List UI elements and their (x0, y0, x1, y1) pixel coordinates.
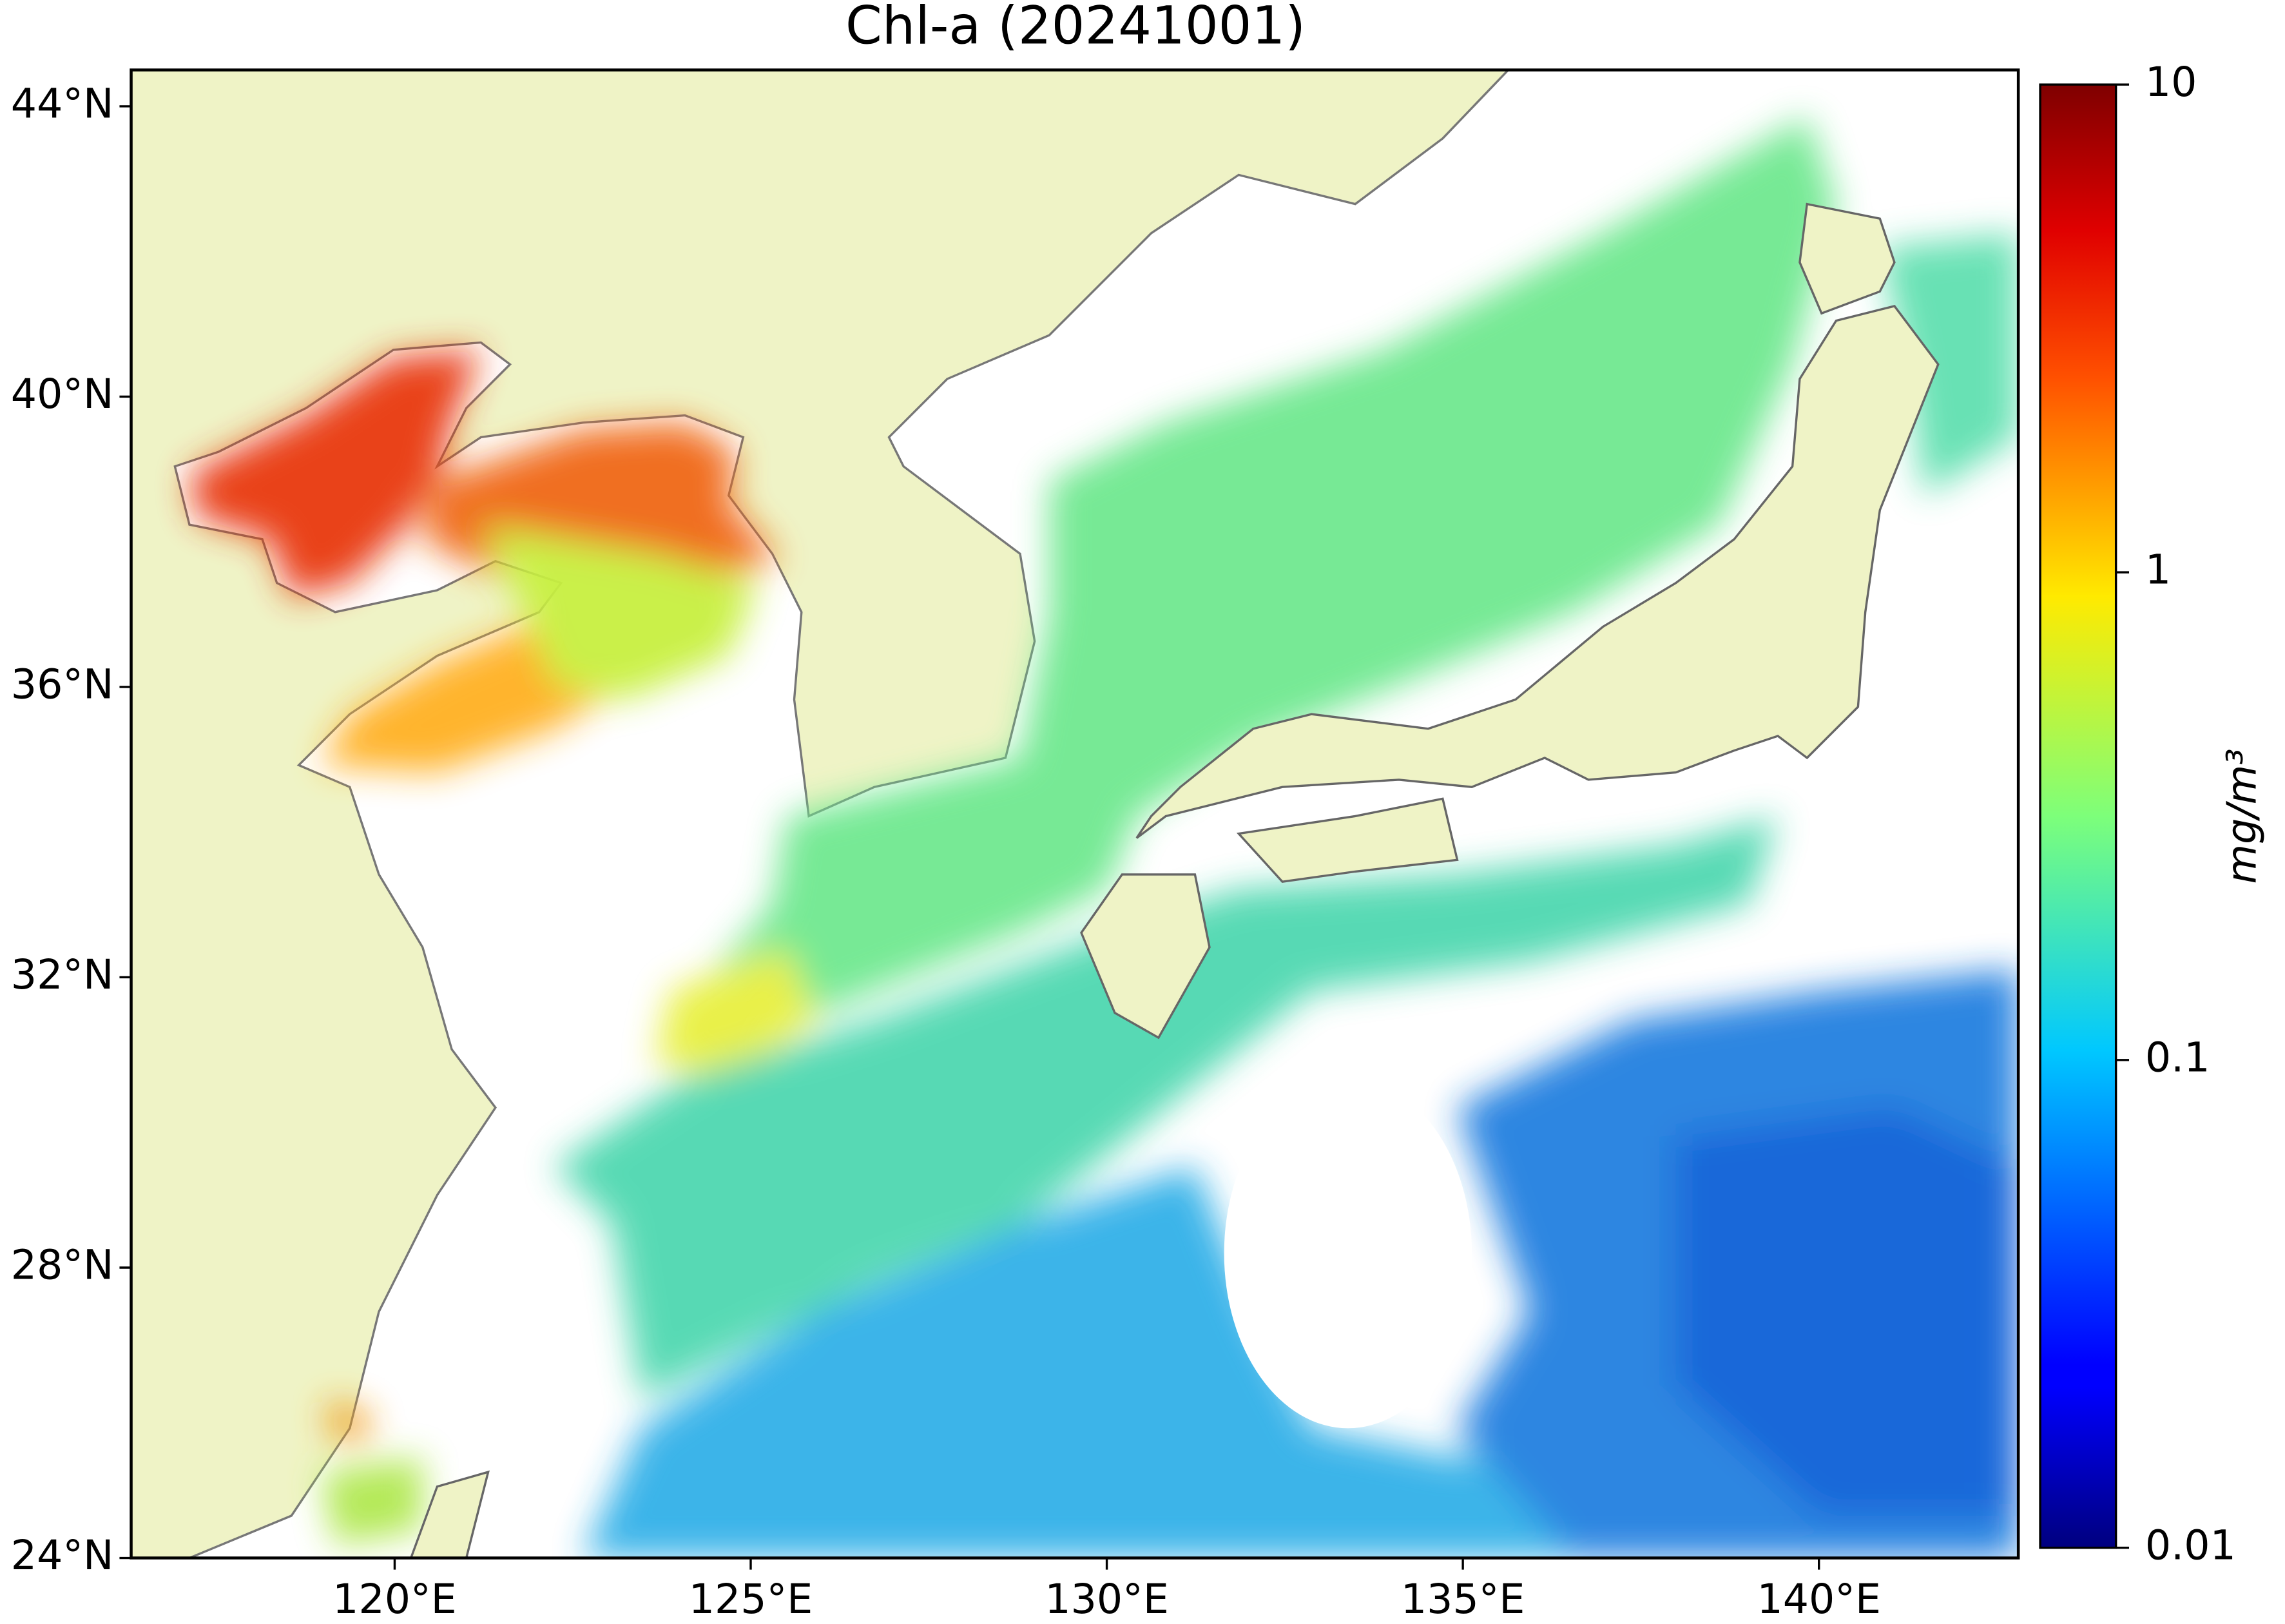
y-tick-label: 36°N (11, 661, 114, 708)
kyushu (1080, 873, 1211, 1039)
chlorophyll-field (189, 116, 2019, 1558)
colorbar-tick-label: 0.1 (2145, 1033, 2210, 1081)
y-tick-label: 24°N (11, 1531, 114, 1579)
map-frame (130, 68, 2020, 1560)
x-tick-label: 120°E (333, 1575, 457, 1623)
map-title: Chl-a (20241001) (845, 0, 1306, 57)
shikoku (1236, 797, 1459, 884)
y-tick-label: 28°N (11, 1241, 114, 1289)
y-tick-label: 32°N (11, 951, 114, 998)
colorbar-tick-label: 1 (2145, 546, 2171, 594)
japan (409, 202, 1940, 1558)
x-tick-label: 130°E (1045, 1575, 1169, 1623)
taiwan (409, 1470, 490, 1558)
colorbar (2039, 83, 2117, 1549)
honshu (1135, 305, 1940, 839)
x-tick-label: 135°E (1401, 1575, 1525, 1623)
colorbar-tick-label: 0.01 (2145, 1521, 2236, 1569)
y-tick-label: 40°N (11, 370, 114, 418)
hokkaido (1798, 202, 1896, 315)
x-tick-label: 140°E (1757, 1575, 1881, 1623)
colorbar-tick-label: 10 (2145, 58, 2197, 106)
map-area (131, 70, 2019, 1558)
cloud (1224, 1078, 1472, 1429)
y-tick-label: 44°N (11, 79, 114, 127)
colorbar-label: mg/m³ (2217, 748, 2265, 884)
x-tick-label: 125°E (689, 1575, 813, 1623)
